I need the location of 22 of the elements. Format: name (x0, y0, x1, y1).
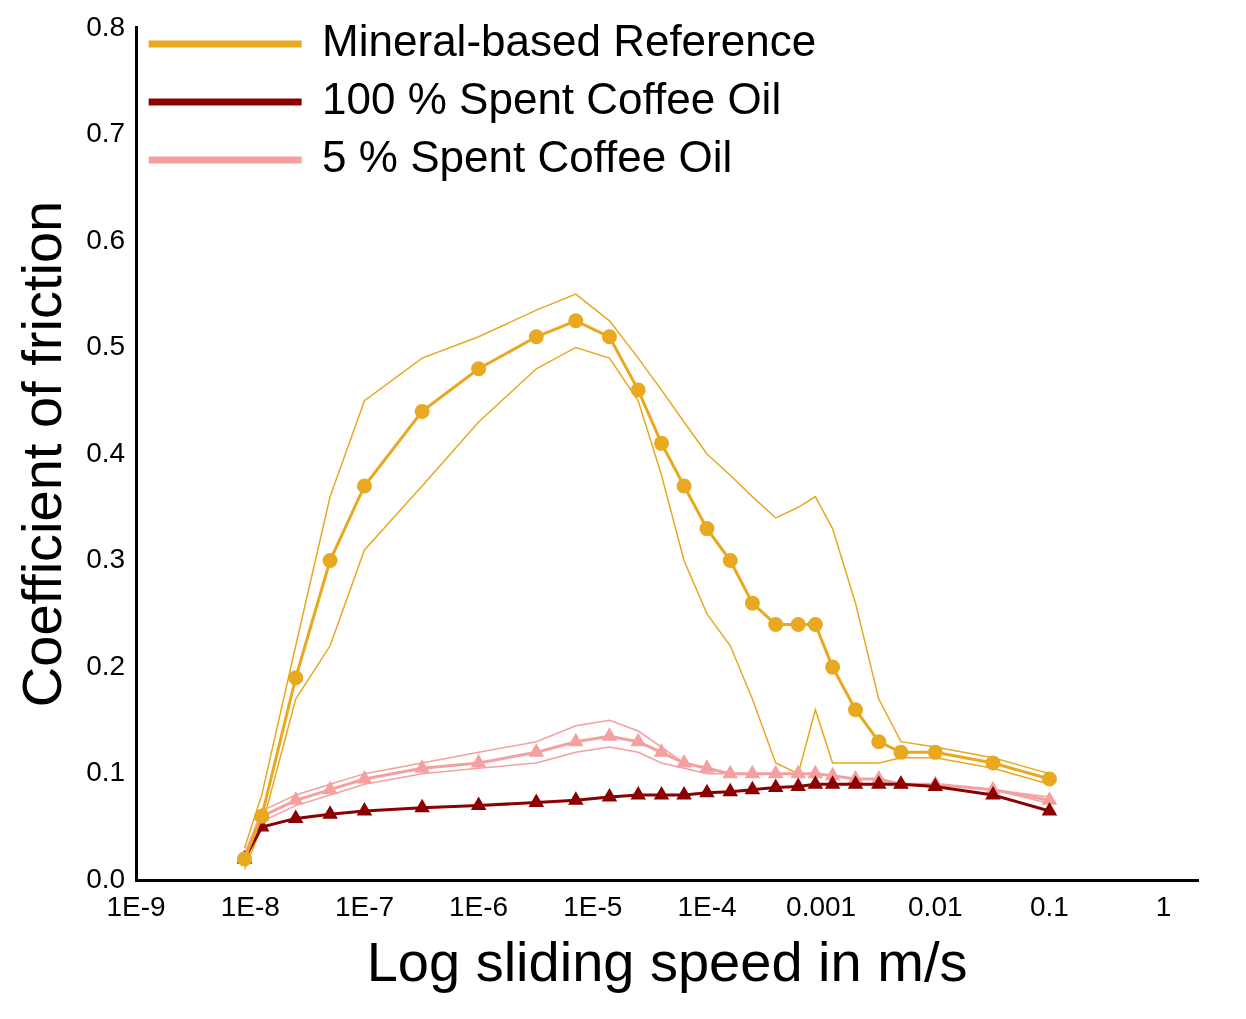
y-tick-label: 0.5 (86, 330, 126, 362)
x-tick-label: 0.001 (786, 890, 857, 922)
y-axis-title: Coefficient of friction (10, 200, 74, 708)
x-tick-label: 1E-5 (563, 890, 623, 922)
y-tick-label: 0.8 (86, 10, 126, 42)
x-axis-title: Log sliding speed in m/s (366, 929, 968, 993)
x-tick-label: 1E-7 (334, 890, 395, 922)
x-tick-label: 0.01 (908, 890, 963, 922)
y-tick-label: 0.7 (86, 117, 126, 149)
legend-label: Mineral-based Reference (322, 16, 817, 66)
y-tick-label: 0.6 (86, 223, 126, 255)
x-tick-label: 0.1 (1030, 890, 1069, 922)
y-tick-label: 0.4 (86, 436, 126, 468)
x-tick-label: 1E-6 (449, 890, 509, 922)
y-tick-label: 0.1 (86, 756, 126, 788)
x-tick-label: 1E-8 (220, 890, 280, 922)
legend-label: 100 % Spent Coffee Oil (322, 74, 782, 124)
y-tick-label: 0.2 (86, 649, 126, 681)
x-tick-label: 1E-4 (677, 890, 737, 922)
x-tick-label: 1 (1155, 890, 1172, 922)
y-tick-label: 0.3 (86, 543, 126, 575)
legend-label: 5 % Spent Coffee Oil (322, 132, 733, 182)
